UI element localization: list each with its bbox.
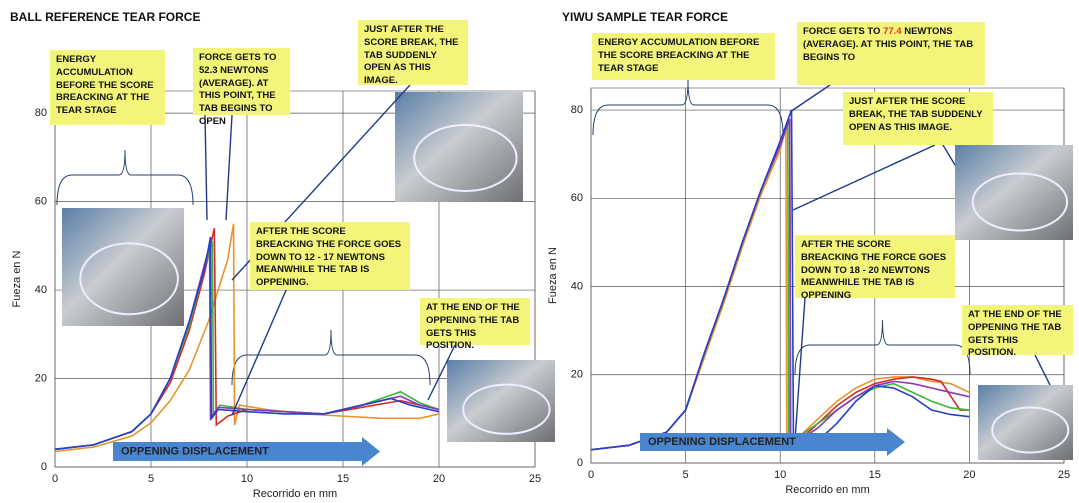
annotation-part: 77.4 [883,26,902,37]
annotation: AFTER THE SCORE BREACKING THE FORCE GOES… [250,222,410,290]
pointer-arrow [793,145,935,210]
x-tick-label: 10 [774,469,786,481]
annotation-part: FORCE GETS TO [803,26,880,37]
y-tick-label: 0 [577,457,583,469]
annotation: FORCE GETS TO 77.4 NEWTONS (AVERAGE). AT… [797,22,985,85]
chart-title: YIWU SAMPLE TEAR FORCE [562,10,728,24]
x-tick-label: 0 [588,469,594,481]
page: 0 20 40 60 80 0 5 10 15 20 25 Recorrido en mm Fueza … [0,0,1079,503]
annotation: FORCE GETS TO 52.3 NEWTONS (AVERAGE). AT… [193,48,290,115]
displacement-label: OPPENING DISPLACEMENT [648,436,796,448]
y-tick-label: 20 [571,369,583,381]
photo [62,208,184,326]
y-tick-label: 40 [35,284,47,296]
y-tick-label: 60 [571,192,583,204]
x-tick-label: 15 [337,473,349,485]
annotation: ENERGY ACCUMULATION BEFORE THE SCORE BRE… [50,50,165,125]
x-tick-label: 15 [869,469,881,481]
x-tick-label: 20 [963,469,975,481]
annotation: JUST AFTER THE SCORE BREAK, THE TAB SUDD… [843,92,993,145]
brace [57,150,193,205]
x-axis-label: Recorrido en mm [253,488,337,500]
brace [795,320,970,375]
pointer-arrow [205,115,207,220]
annotation: JUST AFTER THE SCORE BREAK, THE TAB SUDD… [358,20,468,85]
annotation: ENERGY ACCUMULATION BEFORE THE SCORE BRE… [592,33,775,80]
y-tick-label: 20 [35,372,47,384]
pointer-arrow [790,85,830,112]
y-tick-label: 80 [571,104,583,116]
y-axis-label: Fueza en N [11,251,23,308]
pointer-arrow [226,115,232,220]
x-tick-label: 25 [1058,469,1070,481]
photo [395,92,523,202]
chart-title: BALL REFERENCE TEAR FORCE [10,10,200,24]
y-tick-label: 40 [571,280,583,292]
annotation: AT THE END OF THE OPPENING THE TAB GETS … [420,298,530,345]
brace [232,330,430,385]
x-axis-label: Recorrido en mm [785,484,869,496]
displacement-label: OPPENING DISPLACEMENT [121,445,269,457]
y-tick-label: 80 [35,107,47,119]
photo [447,360,555,442]
annotation: AT THE END OF THE OPPENING THE TAB GETS … [962,305,1073,355]
x-tick-label: 10 [241,473,253,485]
x-tick-label: 25 [529,473,541,485]
x-tick-label: 0 [52,473,58,485]
photo [955,145,1073,240]
pointer-arrow [795,298,805,440]
y-tick-label: 0 [41,461,47,473]
y-axis-label: Fueza en N [547,247,559,304]
pointer-arrow [1035,355,1050,385]
x-tick-label: 5 [148,473,154,485]
annotation: AFTER THE SCORE BREACKING THE FORCE GOES… [795,235,955,298]
x-tick-label: 5 [683,469,689,481]
y-tick-label: 60 [35,195,47,207]
photo [978,385,1073,460]
x-tick-label: 20 [433,473,445,485]
